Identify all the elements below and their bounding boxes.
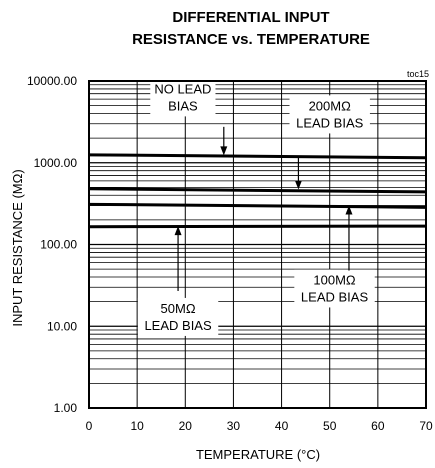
chart-title-line1: DIFFERENTIAL INPUT	[172, 9, 329, 26]
series-line	[88, 202, 427, 209]
annotation-layer: NO LEAD BIAS 200MΩ LEAD BIAS 100MΩ LEAD BIAS 5…	[137, 78, 375, 336]
annotation-label: NO LEAD	[154, 81, 211, 96]
annotation-background	[289, 95, 370, 134]
y-axis-label: INPUT RESISTANCE (MΩ)	[10, 169, 25, 326]
x-tick-label: 20	[179, 419, 193, 433]
grid	[88, 81, 427, 409]
y-tick-label: 10000.00	[27, 74, 77, 88]
x-axis-label: TEMPERATURE (°C)	[196, 447, 320, 462]
annotation-label: BIAS	[168, 98, 198, 113]
y-tick-label: 10.00	[47, 319, 77, 333]
series-line	[88, 224, 427, 229]
annotation-label: 200MΩ	[309, 98, 352, 113]
x-tick-label: 40	[275, 419, 289, 433]
series-line	[88, 153, 427, 160]
annotation-label: 50MΩ	[161, 301, 196, 316]
annotation-background	[150, 78, 216, 117]
figure-tag: toc15	[407, 69, 429, 79]
x-tick-label: 70	[419, 419, 433, 433]
annotation-arrow-head	[174, 226, 182, 236]
annotation-arrow-head	[220, 146, 228, 156]
x-tick-label: 30	[227, 419, 241, 433]
series-layer	[88, 153, 427, 229]
annotation-background	[137, 297, 219, 336]
x-tick-label: 0	[86, 419, 93, 433]
x-tick-label: 60	[371, 419, 385, 433]
x-tick-label: 50	[323, 419, 337, 433]
y-tick-label: 1000.00	[34, 156, 78, 170]
chart-title-line2: RESISTANCE vs. TEMPERATURE	[132, 31, 370, 48]
plot-frame	[88, 80, 427, 409]
annotation-background	[294, 269, 375, 308]
annotation-label: 100MΩ	[313, 272, 356, 287]
series-line	[88, 187, 427, 194]
x-tick-labels: 0 10 20 30 40 50 60 70	[86, 419, 433, 433]
annotation-arrow-head	[294, 180, 302, 190]
annotation-label: LEAD BIAS	[144, 318, 212, 333]
y-tick-label: 100.00	[40, 238, 77, 252]
annotation-label: LEAD BIAS	[296, 115, 364, 130]
annotation-label: LEAD BIAS	[301, 289, 369, 304]
x-tick-label: 10	[130, 419, 144, 433]
y-tick-labels: 1.00 10.00 100.00 1000.00 10000.00	[27, 74, 77, 415]
y-tick-label: 1.00	[54, 401, 78, 415]
annotation-arrow-head	[345, 205, 353, 215]
